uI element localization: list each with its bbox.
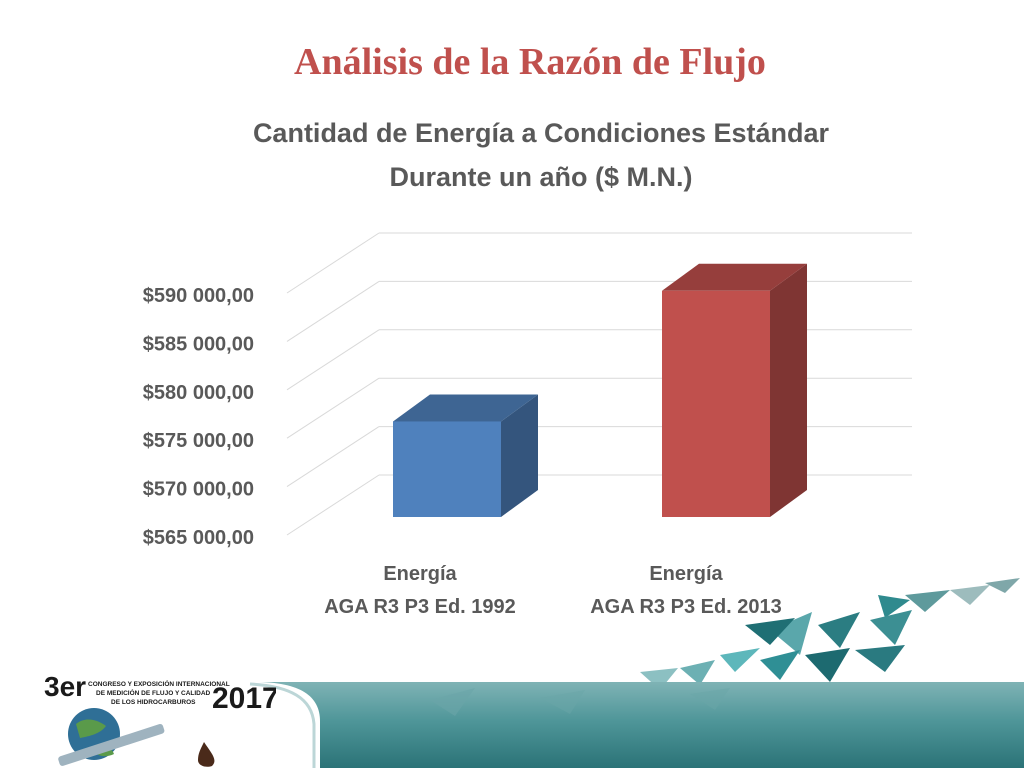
logo-line-2: DE MEDICIÓN DE FLUJO Y CALIDAD	[96, 688, 211, 697]
y-tick-label: $585 000,00	[143, 333, 254, 355]
y-tick-label: $590 000,00	[143, 285, 254, 307]
gridline-side	[286, 474, 380, 536]
bar-side	[770, 263, 807, 517]
bar-top	[393, 394, 538, 422]
plot-area: $565 000,00 $570 000,00 $575 000,00 $580 00…	[143, 232, 912, 618]
slide-title: Análisis de la Razón de Flujo	[294, 41, 766, 83]
chart-title: Cantidad de Energía a Condiciones Estánd…	[253, 118, 830, 192]
x-tick-label: AGA R3 P3 Ed. 2013	[590, 596, 782, 618]
logo-line-1: CONGRESO Y EXPOSICIÓN INTERNACIONAL	[88, 679, 230, 688]
y-tick-label: $570 000,00	[143, 479, 254, 501]
gridline-side	[286, 426, 380, 488]
bar-side	[501, 394, 538, 517]
decorative-triangles	[640, 578, 1020, 690]
chart-title-line-2: Durante un año ($ M.N.)	[390, 162, 693, 192]
chart-title-line-1: Cantidad de Energía a Condiciones Estánd…	[253, 118, 830, 148]
logo-line-3: DE LOS HIDROCARBUROS	[111, 699, 196, 706]
logo-year: 2017	[212, 682, 276, 715]
y-tick-label: $565 000,00	[143, 527, 254, 549]
x-tick-label: Energía	[383, 563, 457, 585]
y-tick-label: $580 000,00	[143, 382, 254, 404]
logo-edition: 3er	[44, 674, 86, 702]
y-tick-label: $575 000,00	[143, 430, 254, 452]
event-logo: 3er CONGRESO Y EXPOSICIÓN INTERNACIONAL …	[36, 671, 279, 768]
gridline-side	[286, 280, 380, 342]
gridline-side	[286, 232, 380, 294]
x-tick-label: AGA R3 P3 Ed. 1992	[324, 596, 516, 618]
bar-top	[662, 263, 807, 291]
bar	[393, 421, 501, 517]
bar	[662, 290, 770, 517]
x-tick-label: Energía	[649, 563, 723, 585]
gridline-side	[286, 377, 380, 439]
gridline-side	[286, 329, 380, 391]
